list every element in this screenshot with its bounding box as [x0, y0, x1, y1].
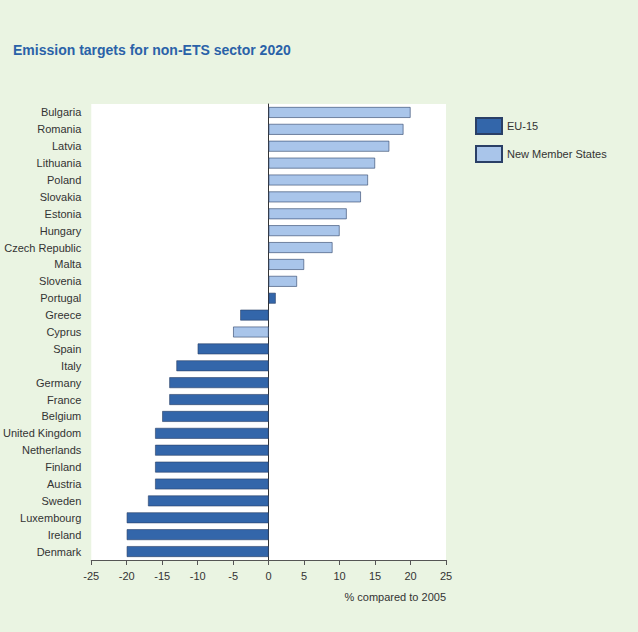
svg-text:20: 20: [404, 570, 416, 582]
svg-text:Lithuania: Lithuania: [37, 157, 83, 169]
svg-text:Germany: Germany: [36, 377, 82, 389]
svg-text:Emission targets for non-ETS s: Emission targets for non-ETS sector 2020: [13, 42, 291, 58]
svg-text:France: France: [47, 394, 81, 406]
svg-text:Estonia: Estonia: [45, 208, 83, 220]
svg-text:Portugal: Portugal: [40, 292, 81, 304]
svg-text:5: 5: [301, 570, 307, 582]
svg-text:Romania: Romania: [37, 123, 82, 135]
svg-text:-20: -20: [119, 570, 135, 582]
svg-text:Italy: Italy: [61, 360, 82, 372]
svg-text:Luxembourg: Luxembourg: [20, 512, 81, 524]
svg-text:Slovakia: Slovakia: [40, 191, 82, 203]
svg-text:-5: -5: [228, 570, 238, 582]
svg-text:Poland: Poland: [47, 174, 81, 186]
svg-text:Slovenia: Slovenia: [39, 275, 82, 287]
svg-text:EU-15: EU-15: [507, 120, 538, 132]
svg-text:Austria: Austria: [47, 478, 82, 490]
svg-text:Ireland: Ireland: [48, 529, 82, 541]
svg-text:United Kingdom: United Kingdom: [3, 427, 81, 439]
svg-text:Greece: Greece: [45, 309, 81, 321]
svg-text:Hungary: Hungary: [40, 225, 82, 237]
svg-text:% compared to 2005: % compared to 2005: [344, 591, 446, 603]
svg-text:-25: -25: [83, 570, 99, 582]
svg-text:25: 25: [440, 570, 452, 582]
svg-text:Belgium: Belgium: [42, 410, 82, 422]
svg-text:Spain: Spain: [53, 343, 81, 355]
svg-text:Cyprus: Cyprus: [46, 326, 81, 338]
svg-text:New Member States: New Member States: [507, 148, 607, 160]
svg-text:10: 10: [333, 570, 345, 582]
svg-text:Czech Republic: Czech Republic: [4, 242, 82, 254]
svg-text:Malta: Malta: [54, 258, 82, 270]
svg-text:Denmark: Denmark: [37, 546, 82, 558]
svg-text:15: 15: [369, 570, 381, 582]
svg-text:Sweden: Sweden: [42, 495, 82, 507]
svg-text:Bulgaria: Bulgaria: [41, 106, 82, 118]
svg-text:0: 0: [266, 570, 272, 582]
svg-text:-10: -10: [190, 570, 206, 582]
svg-text:Latvia: Latvia: [52, 140, 82, 152]
svg-text:Netherlands: Netherlands: [22, 444, 82, 456]
svg-text:-15: -15: [154, 570, 170, 582]
svg-text:Finland: Finland: [45, 461, 81, 473]
